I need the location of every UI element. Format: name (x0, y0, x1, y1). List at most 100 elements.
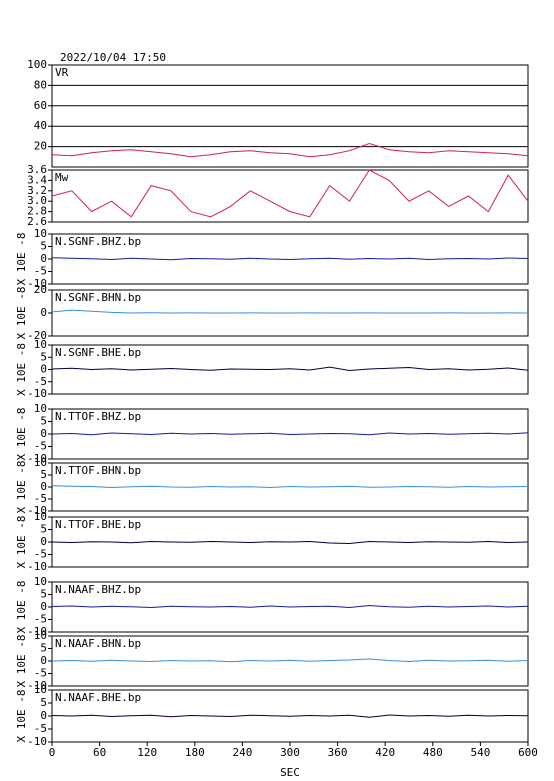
y-tick-label: 5 (40, 415, 47, 428)
y-tick-label: -5 (34, 492, 47, 505)
panel-frame (51, 169, 529, 223)
y-tick-label: 3.6 (27, 163, 47, 176)
y-tick-label: 5 (40, 523, 47, 536)
y-tick-label: 10 (34, 575, 47, 588)
y-tick-label: -5 (34, 375, 47, 388)
y-axis-label: X 10E -8 (15, 233, 28, 286)
chart-title: 2022/10/04 17:50 (60, 51, 166, 64)
panel-label: Mw (55, 171, 69, 184)
x-tick-label: 0 (49, 746, 56, 759)
y-tick-label: -10 (27, 452, 47, 465)
trace-line (51, 366, 529, 372)
y-tick-label: 5 (40, 240, 47, 253)
y-tick-label: 20 (34, 283, 47, 296)
x-tick-label: 420 (375, 746, 395, 759)
y-tick-label: 2.8 (27, 205, 47, 218)
y-tick-label: 3.0 (27, 194, 47, 207)
y-tick-label: 40 (34, 119, 47, 132)
panel-label: N.SGNF.BHN.bp (55, 291, 141, 304)
y-axis-label: X 10E -8 (15, 690, 28, 743)
y-tick-label: 10 (34, 338, 47, 351)
trace-line (51, 142, 529, 158)
y-tick-label: 10 (34, 456, 47, 469)
y-tick-label: 0 (40, 306, 47, 319)
y-tick-label: 5 (40, 588, 47, 601)
x-tick-label: 540 (470, 746, 490, 759)
panel-label: N.NAAF.BHN.bp (55, 637, 141, 650)
trace-line (51, 485, 529, 489)
x-tick-label: 240 (232, 746, 252, 759)
y-tick-label: -10 (27, 560, 47, 573)
panel-label: N.NAAF.BHZ.bp (55, 583, 141, 596)
y-tick-label: 0 (40, 363, 47, 376)
y-tick-label: -5 (34, 667, 47, 680)
y-tick-label: 20 (34, 140, 47, 153)
y-tick-label: -20 (27, 329, 47, 342)
y-tick-label: 10 (34, 402, 47, 415)
panel-label: N.NAAF.BHE.bp (55, 691, 141, 704)
y-tick-label: -5 (34, 440, 47, 453)
x-tick-label: 120 (137, 746, 157, 759)
x-tick-label: 600 (518, 746, 538, 759)
x-tick-label: 60 (93, 746, 106, 759)
y-tick-label: 100 (27, 58, 47, 71)
x-tick-label: 360 (328, 746, 348, 759)
y-tick-label: -5 (34, 265, 47, 278)
y-tick-label: 0 (40, 709, 47, 722)
trace-line (51, 309, 529, 314)
trace-line (51, 540, 529, 545)
panel-label: VR (55, 66, 69, 79)
panel-label: N.TTOF.BHE.bp (55, 518, 141, 531)
y-tick-label: 0 (40, 252, 47, 265)
y-axis-label: X 10E -8 (15, 581, 28, 634)
y-axis-label: X 10E -8 (15, 343, 28, 396)
y-tick-label: 10 (34, 629, 47, 642)
y-tick-label: 0 (40, 427, 47, 440)
x-tick-label: 480 (423, 746, 443, 759)
y-axis-label: X 10E -8 (15, 516, 28, 569)
y-tick-label: 10 (34, 227, 47, 240)
y-tick-label: 60 (34, 99, 47, 112)
y-axis-label: X 10E -8 (15, 461, 28, 514)
y-tick-label: -5 (34, 613, 47, 626)
panel-label: N.SGNF.BHZ.bp (55, 235, 141, 248)
y-tick-label: 0 (40, 535, 47, 548)
y-tick-label: 10 (34, 683, 47, 696)
trace-line (51, 169, 529, 218)
y-axis-label: X 10E -8 (15, 287, 28, 340)
y-tick-label: 0 (40, 654, 47, 667)
y-tick-label: -10 (27, 679, 47, 692)
y-tick-label: -10 (27, 735, 47, 748)
trace-line (51, 604, 529, 609)
trace-line (51, 658, 529, 663)
panel-label: N.TTOF.BHN.bp (55, 464, 141, 477)
y-tick-label: 2.6 (27, 215, 47, 228)
x-tick-label: 300 (280, 746, 300, 759)
y-tick-label: 10 (34, 510, 47, 523)
y-tick-label: 5 (40, 468, 47, 481)
y-tick-label: 0 (40, 480, 47, 493)
trace-line (51, 257, 529, 261)
x-tick-label: 180 (185, 746, 205, 759)
panel-label: N.TTOF.BHZ.bp (55, 410, 141, 423)
y-axis-label: X 10E -8 (15, 635, 28, 688)
trace-line (51, 432, 529, 436)
panel-frame (51, 64, 529, 168)
y-tick-label: 3.4 (27, 173, 47, 186)
y-tick-label: -10 (27, 504, 47, 517)
y-tick-label: -10 (27, 625, 47, 638)
y-tick-label: -10 (27, 277, 47, 290)
y-axis-label: X 10E -8 (15, 408, 28, 461)
y-tick-label: -10 (27, 387, 47, 400)
trace-line (51, 714, 529, 718)
x-axis-label: SEC (280, 766, 300, 779)
panel-label: N.SGNF.BHE.bp (55, 346, 141, 359)
y-tick-label: -5 (34, 722, 47, 735)
y-tick-label: -5 (34, 548, 47, 561)
y-tick-label: 0 (40, 600, 47, 613)
y-tick-label: 5 (40, 350, 47, 363)
y-tick-label: 5 (40, 696, 47, 709)
y-tick-label: 5 (40, 642, 47, 655)
y-tick-label: 80 (34, 78, 47, 91)
